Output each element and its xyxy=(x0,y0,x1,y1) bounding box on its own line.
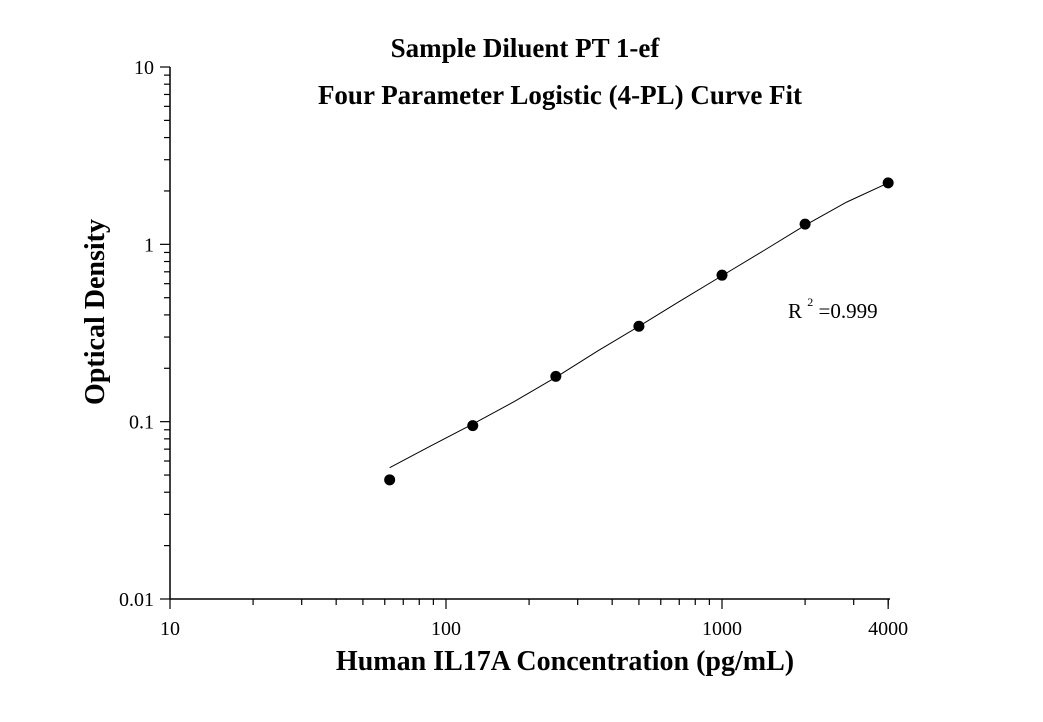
x-tick-label: 4000 xyxy=(868,618,908,640)
y-tick-label: 0.1 xyxy=(129,412,154,434)
data-point xyxy=(633,320,645,332)
r-squared-prefix: R xyxy=(788,299,802,323)
x-axis-title: Human IL17A Concentration (pg/mL) xyxy=(336,646,794,677)
y-tick-label: 1 xyxy=(144,234,154,256)
chart-subtitle: Four Parameter Logistic (4-PL) Curve Fit xyxy=(318,80,802,110)
data-point xyxy=(384,474,396,486)
y-tick-label: 0.01 xyxy=(119,589,154,611)
chart-title: Sample Diluent PT 1-ef xyxy=(391,33,661,63)
data-point xyxy=(882,177,894,189)
y-axis-ticks xyxy=(160,66,170,600)
x-tick-label: 1000 xyxy=(702,618,742,640)
data-point xyxy=(467,420,479,432)
data-points xyxy=(384,177,894,486)
data-point xyxy=(550,370,562,382)
x-tick-label: 10 xyxy=(160,618,180,640)
data-point xyxy=(799,218,811,230)
data-point xyxy=(716,269,728,281)
r-squared-annotation: R 2 =0.999 xyxy=(788,287,878,323)
r-squared-superscript: 2 xyxy=(807,295,813,309)
x-axis-ticks xyxy=(169,599,889,609)
r-squared-value: =0.999 xyxy=(819,299,878,323)
y-tick-label: 10 xyxy=(134,57,154,79)
x-axis-tick-labels: 10 100 1000 4000 xyxy=(160,618,908,640)
y-axis-tick-labels: 0.01 0.1 1 10 xyxy=(119,57,154,611)
y-axis-title: Optical Density xyxy=(80,219,111,405)
x-tick-label: 100 xyxy=(431,618,461,640)
